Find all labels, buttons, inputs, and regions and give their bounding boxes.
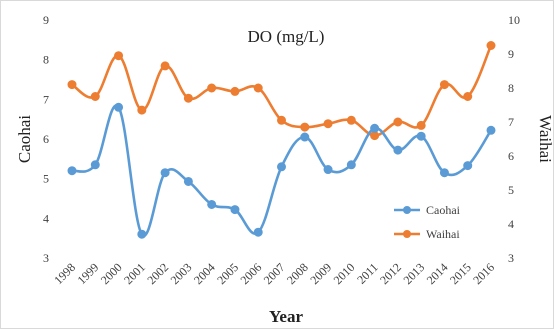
data-point-caohai	[183, 176, 193, 186]
data-point-caohai	[137, 229, 147, 239]
data-point-waihai	[463, 92, 473, 101]
y-axis-left-title: Caohai	[15, 115, 34, 163]
data-point-waihai	[416, 120, 426, 130]
data-point-waihai	[67, 80, 77, 90]
series-layer	[67, 41, 496, 239]
y-axis-left-ticks: 3 4 5 6 7 8 9	[43, 13, 49, 265]
legend-label-waihai: Waihai	[426, 227, 460, 241]
data-point-caohai	[370, 123, 380, 133]
data-point-waihai	[277, 115, 286, 125]
data-point-caohai	[486, 125, 496, 135]
y-left-tick-label: 9	[43, 13, 49, 27]
data-point-caohai	[67, 166, 77, 176]
y-left-tick-label: 6	[43, 132, 49, 146]
y-right-tick-label: 9	[508, 47, 514, 61]
y-left-tick-label: 5	[43, 172, 49, 186]
data-point-waihai	[439, 80, 449, 90]
data-point-waihai	[160, 61, 170, 71]
data-point-caohai	[207, 199, 217, 209]
y-right-tick-label: 6	[508, 149, 514, 163]
legend-marker-caohai	[403, 206, 411, 214]
data-point-caohai	[323, 165, 333, 175]
data-point-waihai	[393, 117, 403, 127]
data-point-caohai	[277, 162, 286, 172]
data-point-waihai	[370, 131, 380, 141]
data-point-caohai	[393, 145, 403, 155]
data-point-caohai	[253, 227, 263, 237]
y-axis-right-ticks: 3 4 5 6 7 8 9 10	[508, 13, 520, 265]
data-point-caohai	[300, 132, 310, 142]
data-point-waihai	[323, 119, 333, 129]
y-left-tick-label: 8	[43, 53, 49, 67]
y-right-tick-label: 7	[508, 115, 514, 129]
series-caohai	[67, 102, 496, 239]
data-point-waihai	[90, 92, 100, 101]
y-right-tick-label: 10	[508, 13, 520, 27]
y-right-tick-label: 3	[508, 251, 514, 265]
data-point-caohai	[463, 161, 473, 171]
data-point-waihai	[230, 86, 240, 96]
y-right-tick-label: 4	[508, 217, 514, 231]
data-point-caohai	[439, 168, 449, 178]
data-point-caohai	[114, 102, 124, 112]
data-point-waihai	[346, 115, 356, 125]
legend: Caohai Waihai	[394, 203, 461, 241]
y-left-tick-label: 3	[43, 251, 49, 265]
data-point-waihai	[137, 105, 147, 115]
series-waihai	[67, 41, 496, 141]
data-point-caohai	[230, 205, 240, 215]
data-point-waihai	[207, 83, 217, 93]
legend-label-caohai: Caohai	[426, 203, 461, 217]
data-point-caohai	[346, 160, 356, 170]
data-point-waihai	[300, 122, 310, 132]
data-point-waihai	[486, 41, 496, 50]
data-point-waihai	[183, 93, 193, 103]
y-right-tick-label: 8	[508, 81, 514, 95]
data-point-caohai	[90, 160, 100, 170]
y-right-tick-label: 5	[508, 183, 514, 197]
data-point-waihai	[253, 83, 263, 93]
legend-marker-waihai	[403, 230, 411, 238]
y-axis-right-title: Waihai	[536, 115, 554, 163]
data-point-waihai	[114, 51, 124, 61]
y-left-tick-label: 4	[43, 211, 49, 225]
y-left-tick-label: 7	[43, 92, 49, 106]
data-point-caohai	[160, 168, 170, 178]
chart-title: DO (mg/L)	[248, 27, 325, 46]
x-axis-title: Year	[269, 307, 303, 326]
data-point-caohai	[416, 131, 426, 141]
